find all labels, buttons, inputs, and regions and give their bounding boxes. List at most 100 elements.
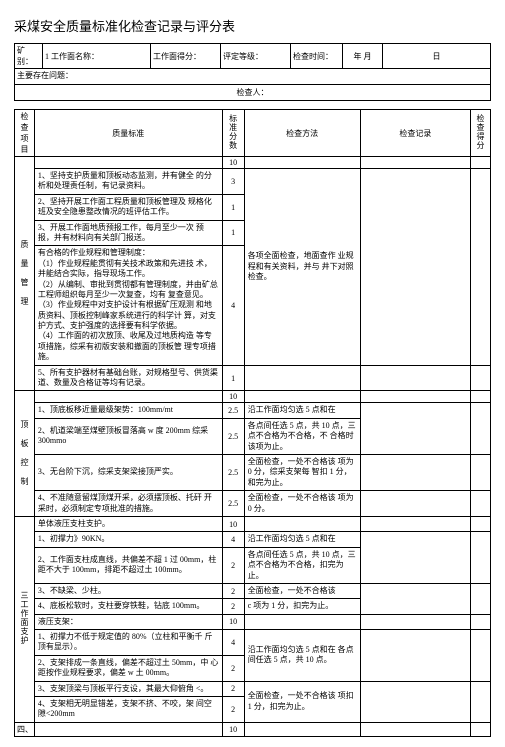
g4res0 bbox=[471, 722, 491, 736]
g2rec3 bbox=[360, 454, 470, 490]
g3s9: 2 bbox=[222, 697, 244, 723]
checker: 检查人： bbox=[15, 85, 491, 101]
g4s0: 10 bbox=[222, 722, 244, 736]
g3m0 bbox=[244, 516, 360, 531]
group1: 质 量 管 理 bbox=[15, 157, 35, 391]
g2r3: 3、无台阶下沉，综采支架梁接顶严实。 bbox=[34, 454, 222, 490]
g2r1: 1、顶底板移近量最级架势：100mm/mt bbox=[34, 403, 222, 418]
g3s1: 4 bbox=[222, 532, 244, 547]
g3s5: 10 bbox=[222, 614, 244, 629]
g2m2: 各点间任选 5 点，共 10 点，三点不合格为不合格，不 合格时该项为止。 bbox=[244, 418, 360, 454]
col-standard: 质量标准 bbox=[34, 110, 222, 157]
face-score: 工作面得分： bbox=[151, 44, 221, 69]
g3r0: 单体液压支柱支护。 bbox=[34, 516, 222, 531]
g3m1: 沿工作面均匀选 5 点和在 bbox=[244, 532, 360, 547]
group4: 四、 bbox=[15, 722, 35, 736]
g3r2: 2、工作面支柱成直线，共偏差不超 1 过 00mm，柱 距不大于 100mm，排… bbox=[34, 547, 222, 583]
g2rec4 bbox=[360, 491, 470, 517]
g3rec6 bbox=[360, 630, 470, 682]
g1rec1 bbox=[360, 169, 470, 366]
g1s0: 10 bbox=[222, 157, 244, 169]
g3res8 bbox=[471, 681, 491, 722]
g2res0 bbox=[471, 391, 491, 403]
g3r3: 3、不缺梁、少柱。 bbox=[34, 583, 222, 598]
g3res5 bbox=[471, 614, 491, 629]
g1s1: 3 bbox=[222, 169, 244, 195]
doc-title: 采煤安全质量标准化检查记录与评分表 bbox=[14, 16, 491, 35]
g3r4: 4、底板松软时，支柱要穿铁鞋，钻底 100mm。 bbox=[34, 599, 222, 614]
header-table: 矿别： 1 工作面名称： 工作面得分： 评定等级： 检查时间： 年 月 日 主要… bbox=[14, 43, 491, 101]
g3rec5 bbox=[360, 614, 470, 629]
g1r0 bbox=[34, 157, 222, 169]
g4r0 bbox=[34, 722, 222, 736]
g3res3 bbox=[471, 583, 491, 614]
g1r1: 1、坚持支护质量和顶板动态监测，并有健全 的分析和处理责任制，有记录资料。 bbox=[34, 169, 222, 195]
g1res1 bbox=[471, 169, 491, 366]
g3r7: 2、支架排成一条直线，偏差不超过土 50mm，中 心距按作业规程要求，偏差 w … bbox=[34, 655, 222, 681]
g3m2: 各点间任选 5 点，共 10 点，三点不合格为不合格，扣完为止。 bbox=[244, 547, 360, 583]
g4rec0 bbox=[360, 722, 470, 736]
g3r1: 1、初撑力》90KN。 bbox=[34, 532, 222, 547]
g3res1 bbox=[471, 532, 491, 584]
g2m0 bbox=[244, 391, 360, 403]
g2r4: 4、不准随意留煤顶煤开采，必须摆顶板、托矸 开采时，必须制定专项批准的措施。 bbox=[34, 491, 222, 517]
grade: 评定等级： bbox=[221, 44, 291, 69]
g1res0 bbox=[471, 157, 491, 169]
g2s4: 2.5 bbox=[222, 491, 244, 517]
g3m5 bbox=[244, 614, 360, 629]
g3res0 bbox=[471, 516, 491, 531]
g2m1: 沿工作面均匀选 5 点和在 bbox=[244, 403, 360, 418]
g3s3: 2 bbox=[222, 583, 244, 598]
year-month: 年 月 bbox=[343, 44, 383, 69]
check-time-label: 检查时间： bbox=[291, 44, 343, 69]
g3s8: 2 bbox=[222, 681, 244, 696]
g2res1 bbox=[471, 403, 491, 455]
face-name: 1 工作面名称： bbox=[43, 44, 151, 69]
g1s2: 1 bbox=[222, 194, 244, 220]
g3m4: c 项为 1 分，扣完为止。 bbox=[244, 599, 360, 614]
g3r6: 1、初撑力不低于规定值的 80%（立柱和平衡千 斤顶有显示）。 bbox=[34, 630, 222, 656]
g1r2: 2、坚持开展工作面工程质量和顶板管理及 规格化班及安全隐患整改情况的班评估工作。 bbox=[34, 194, 222, 220]
g2rec1 bbox=[360, 403, 470, 455]
g2r2: 2、机道梁端至煤壁顶板冒落高 w 度 200mm 综采 300mmo bbox=[34, 418, 222, 454]
g3r9: 4、支架相无明显错差，支架不挤、不咬，架 间空隙<200mm bbox=[34, 697, 222, 723]
g1m1: 各项全面检查，地面查作 业规程和有关资料，并与 井下对照检查。 bbox=[244, 169, 360, 366]
issues-cell: 主要存在问题： bbox=[15, 69, 491, 85]
g3r8: 3、支架顶梁与顶板平行支设，其最大仰俯角 <。 bbox=[34, 681, 222, 696]
g1s3: 1 bbox=[222, 220, 244, 246]
g1rec5 bbox=[360, 365, 470, 391]
g1m5 bbox=[244, 365, 360, 391]
g1s4: 4 bbox=[222, 246, 244, 365]
mine-label: 矿别： bbox=[15, 44, 43, 69]
g3s0: 10 bbox=[222, 516, 244, 531]
col-item: 检 查 项目 bbox=[15, 110, 35, 157]
col-result: 检查得分 bbox=[471, 110, 491, 157]
main-table: 检 查 项目 质量标准 标准分数 检查方法 检查记录 检查得分 质 量 管 理 … bbox=[14, 109, 491, 737]
g3m3: 全面检查，一处不合格该 bbox=[244, 583, 360, 598]
col-score: 标准分数 bbox=[222, 110, 244, 157]
g3m8: 全面检查，一处不合格该 项扣 1 分，扣完为止。 bbox=[244, 681, 360, 722]
col-method: 检查方法 bbox=[244, 110, 360, 157]
g1rec0 bbox=[360, 157, 470, 169]
g2res4 bbox=[471, 491, 491, 517]
g3r5: 液压支架： bbox=[34, 614, 222, 629]
g3res6 bbox=[471, 630, 491, 682]
g1res5 bbox=[471, 365, 491, 391]
g3rec0 bbox=[360, 516, 470, 531]
group3: 三工作面支护 bbox=[15, 516, 35, 722]
g1r4: 有合格的作业规程和管理制度： （1）作业规程能贯彻有关技术政策和先进技 术，并能… bbox=[34, 246, 222, 365]
g2res3 bbox=[471, 454, 491, 490]
g2s3: 2.5 bbox=[222, 454, 244, 490]
g3s7: 2 bbox=[222, 655, 244, 681]
g1r3: 3、开展工作面地质预报工作，每月至少一次 预报，并有材料向有关部门报送。 bbox=[34, 220, 222, 246]
g1s5: 1 bbox=[222, 365, 244, 391]
g1r5: 5、所有支护器材有基础台账，对规格型号、供货渠道、数量及合格证等均有记录。 bbox=[34, 365, 222, 391]
g3s4: 2 bbox=[222, 599, 244, 614]
g1m0 bbox=[244, 157, 360, 169]
g2m4: 全面检查，一处不合格该 项为 0 分。 bbox=[244, 491, 360, 517]
g2s1: 2.5 bbox=[222, 403, 244, 418]
g3s6: 4 bbox=[222, 630, 244, 656]
day: 日 bbox=[383, 44, 491, 69]
g2m3: 全面检查，一处不合格该 项为 0 分，综采支架每 智扣 1 分，和完为止。 bbox=[244, 454, 360, 490]
group2: 顶 板 控 制 bbox=[15, 391, 35, 517]
